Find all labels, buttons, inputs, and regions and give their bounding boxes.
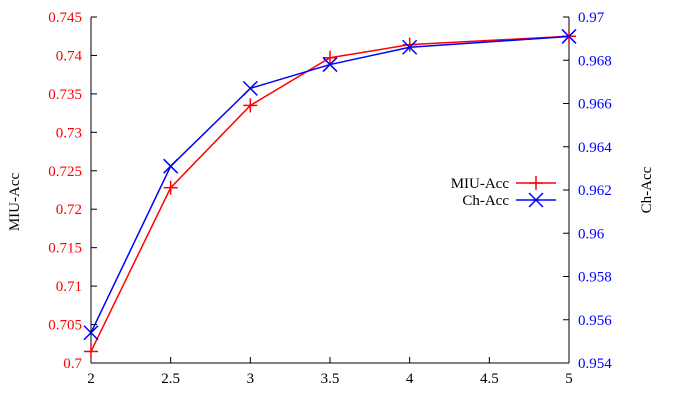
legend-label-miu-acc: MIU-Acc <box>451 176 510 192</box>
left-y-axis-title: MIU-Acc <box>7 173 23 232</box>
ch-acc-data-point <box>163 158 179 174</box>
left-y-tick-label: 0.72 <box>56 202 82 218</box>
right-y-tick-label: 0.956 <box>578 313 612 329</box>
right-y-tick-label: 0.966 <box>578 97 612 113</box>
x-tick-label: 2.5 <box>161 371 180 387</box>
ch-acc-data-point <box>402 39 418 55</box>
right-y-tick-label: 0.964 <box>578 140 612 156</box>
x-tick-label: 3.5 <box>321 371 340 387</box>
miu-acc-data-point <box>243 98 258 113</box>
left-y-tick-label: 0.745 <box>48 10 82 26</box>
right-y-tick-label: 0.958 <box>578 270 612 286</box>
left-y-tick-label: 0.7 <box>63 356 82 372</box>
right-y-tick-label: 0.96 <box>578 226 605 242</box>
right-y-axis-ticks: 0.954 0.956 0.958 0.96 0.962 0.964 0.966 0.968 0… <box>563 10 612 372</box>
right-y-tick-label: 0.97 <box>578 10 605 26</box>
left-y-tick-label: 0.735 <box>48 87 82 103</box>
legend-marker-miu-acc <box>529 176 543 190</box>
left-y-axis-ticks: 0.7 0.705 0.71 0.715 0.72 0.725 0.73 0.735 0.74 0… <box>48 10 97 372</box>
miu-acc-data-point <box>323 50 337 65</box>
legend-label-ch-acc: Ch-Acc <box>462 193 509 209</box>
right-y-tick-label: 0.968 <box>578 53 612 69</box>
ch-acc-series-line <box>90 35 570 334</box>
x-tick-label: 3 <box>247 371 255 387</box>
left-y-tick-label: 0.71 <box>56 279 82 295</box>
x-tick-label: 5 <box>565 371 573 387</box>
x-tick-label: 4.5 <box>480 371 499 387</box>
ch-acc-data-point <box>242 80 258 96</box>
ch-acc-data-point <box>322 57 338 73</box>
miu-acc-data-point <box>163 180 178 195</box>
series-layer <box>83 28 577 359</box>
miu-acc-data-point <box>402 37 417 52</box>
x-tick-label: 2 <box>87 371 95 387</box>
left-y-tick-label: 0.705 <box>48 318 82 334</box>
left-y-tick-label: 0.725 <box>48 164 82 180</box>
left-y-tick-label: 0.715 <box>48 241 82 257</box>
right-y-tick-label: 0.954 <box>578 356 612 372</box>
miu-acc-data-point <box>84 344 98 359</box>
right-y-tick-label: 0.962 <box>578 183 612 199</box>
miu-acc-series-line <box>90 35 570 352</box>
ch-acc-data-point <box>561 28 577 44</box>
left-y-tick-label: 0.74 <box>56 48 83 64</box>
x-axis-ticks: 2 2.5 3 3.5 4 4.5 5 <box>87 357 573 387</box>
ch-acc-data-point <box>83 325 99 341</box>
right-y-axis-title: Ch-Acc <box>639 166 655 213</box>
x-tick-label: 4 <box>406 371 414 387</box>
legend-marker-ch-acc <box>528 192 544 208</box>
left-y-tick-label: 0.73 <box>56 125 82 141</box>
